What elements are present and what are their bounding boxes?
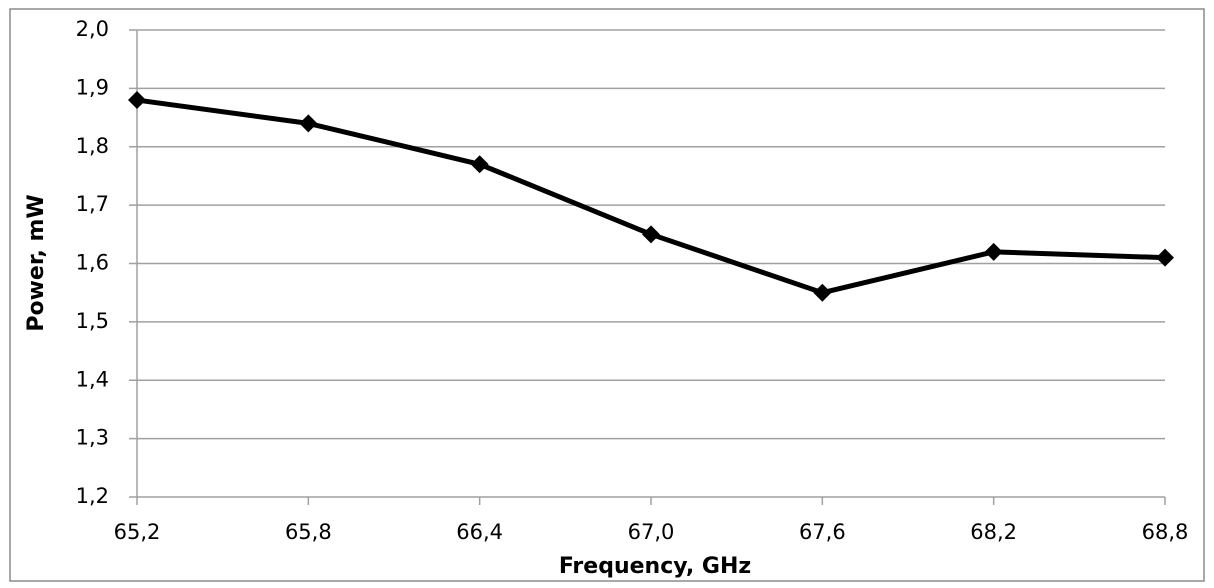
data-marker [813, 283, 832, 302]
y-tick-label: 1,4 [76, 367, 109, 391]
y-tick-label: 2,0 [76, 17, 109, 41]
y-tick-label: 1,3 [76, 426, 109, 450]
data-marker [1156, 248, 1174, 267]
x-tick-label: 68,8 [1142, 520, 1189, 544]
y-axis-title: Power, mW [24, 194, 49, 331]
y-tick-label: 1,9 [76, 75, 109, 99]
y-tick-label: 1,8 [76, 134, 109, 158]
x-tick-label: 65,2 [114, 520, 161, 544]
data-marker [299, 114, 318, 133]
data-marker [642, 225, 660, 244]
chart-border [9, 8, 1205, 582]
y-tick-label: 1,5 [76, 309, 109, 333]
x-tick-label: 65,8 [285, 520, 332, 544]
x-tick-label: 68,2 [970, 520, 1017, 544]
data-marker [984, 242, 1003, 261]
x-tick-label: 66,4 [456, 520, 503, 544]
y-tick-label: 1,7 [76, 192, 109, 216]
y-tick-label: 1,2 [76, 484, 109, 508]
data-marker [128, 91, 146, 110]
x-axis-title: Frequency, GHz [559, 554, 751, 579]
y-tick-label: 1,6 [76, 251, 109, 275]
x-tick-label: 67,0 [628, 520, 675, 544]
data-marker [470, 155, 489, 174]
x-tick-label: 67,6 [799, 520, 846, 544]
